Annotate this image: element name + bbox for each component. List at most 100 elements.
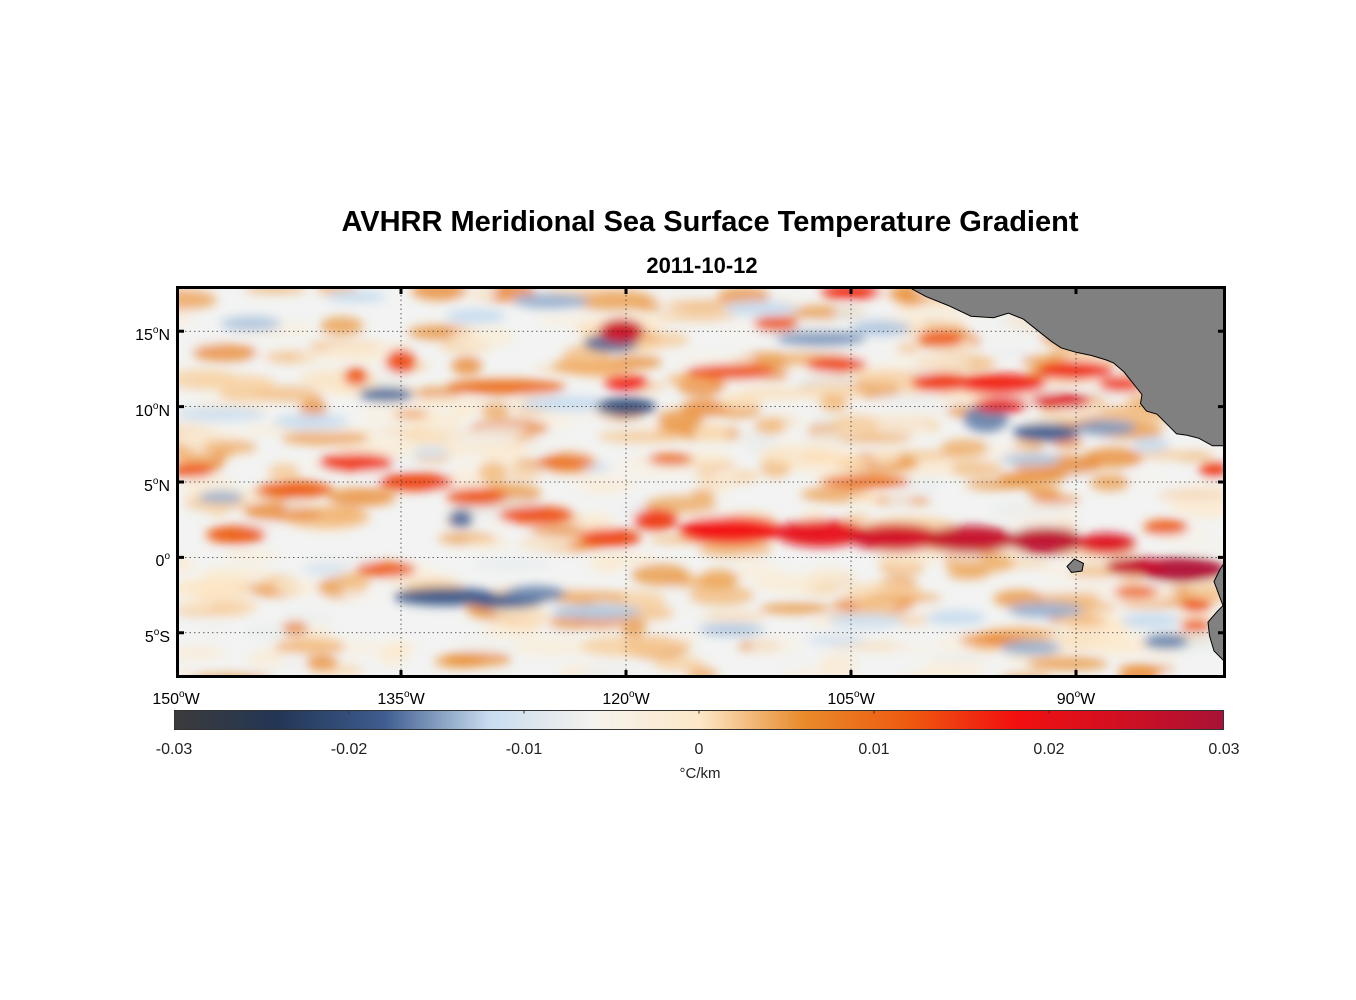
gradient-patch (828, 613, 904, 629)
gradient-patch (304, 626, 332, 638)
gradient-patch (445, 433, 521, 446)
gradient-patch (932, 652, 980, 663)
gradient-patch (723, 301, 799, 317)
gradient-patch (950, 459, 1003, 478)
gradient-patch (851, 524, 941, 552)
gradient-patch (413, 445, 449, 458)
gradient-patch (551, 604, 641, 620)
map-panel[interactable] (176, 286, 1226, 678)
gradient-patch (1128, 470, 1167, 487)
gradient-patch (991, 347, 1032, 359)
degree-symbol: o (153, 626, 160, 638)
gradient-patch (244, 381, 278, 391)
gradient-patch (1181, 619, 1211, 632)
gradient-patch (597, 430, 686, 444)
latitude-label-value: 0 (155, 553, 165, 571)
gradient-patch (521, 396, 611, 412)
gradient-patch (277, 636, 343, 653)
central-america-land (905, 286, 1226, 447)
longitude-label: 150oW (152, 686, 199, 709)
gradient-patch (678, 516, 784, 544)
gradient-patch (802, 385, 866, 400)
colorbar-frame (174, 710, 1224, 730)
gradient-patch (176, 307, 195, 327)
gradient-patch (721, 320, 761, 341)
gradient-patch (1031, 393, 1091, 409)
gradient-patch (223, 549, 278, 562)
gradient-patch (806, 634, 866, 647)
gradient-patch (644, 495, 718, 514)
gradient-patch (337, 571, 372, 591)
gradient-patch (199, 620, 231, 630)
gradient-patch (988, 500, 1069, 520)
latitude-label-value: 10 (135, 402, 153, 420)
gradient-patch (480, 402, 511, 419)
gradient-patch (926, 525, 1016, 553)
gradient-patch (1076, 420, 1136, 436)
latitude-label-value: 5 (144, 628, 154, 646)
gradient-patch (698, 623, 764, 636)
gradient-patch (392, 410, 429, 419)
gradient-patch (1042, 565, 1075, 576)
gradient-patch (320, 316, 364, 336)
latitude-label: 0o (156, 548, 170, 571)
gradient-patch (1113, 586, 1159, 599)
gradient-patch (819, 392, 848, 413)
longitude-label-value: 90 (1056, 691, 1075, 708)
gradient-patch (631, 564, 690, 586)
gradient-patch (700, 612, 767, 621)
gradient-patch (514, 538, 582, 548)
colorbar-tick-label: 0 (694, 741, 704, 758)
gradient-patch (612, 355, 663, 370)
longitude-label-value: 135 (377, 691, 405, 708)
figure-subtitle: 2011-10-12 (646, 253, 758, 278)
gradient-patch (1038, 361, 1114, 380)
gradient-patch (446, 379, 566, 395)
gradient-patch (656, 409, 704, 431)
gradient-patch (1076, 533, 1136, 555)
gradient-patch (834, 434, 913, 443)
gradient-patch (446, 488, 506, 507)
longitude-label: 90oW (1057, 686, 1095, 709)
gradient-patch (452, 408, 477, 418)
gradient-patch (648, 453, 694, 466)
land-mask (905, 286, 1226, 678)
gradient-patch (176, 557, 195, 572)
gradient-patch (736, 387, 814, 400)
degree-symbol: o (152, 400, 159, 412)
gradient-patch (202, 439, 258, 454)
gradient-patch (480, 442, 528, 464)
gradient-patch (267, 463, 300, 482)
gradient-patch (875, 546, 942, 567)
gradient-patch (670, 351, 755, 367)
gradient-patch (653, 656, 706, 672)
gradient-patch (176, 462, 214, 478)
gradient-patch (187, 595, 258, 617)
hemisphere-letter: W (859, 691, 875, 708)
gradient-patch (536, 456, 596, 469)
gradient-patch (882, 354, 920, 370)
gradient-patch (591, 554, 624, 574)
gradient-patch (386, 349, 416, 374)
gradient-patch (698, 541, 773, 557)
map-ticks (176, 286, 1226, 678)
gradient-patch (219, 568, 274, 580)
gradient-patch (192, 343, 258, 362)
gradient-patch (344, 367, 368, 386)
gradient-patch (579, 635, 668, 657)
gradient-patch (910, 472, 942, 494)
gradient-patch (1133, 436, 1169, 452)
gradient-patch (971, 329, 1050, 339)
gradient-patch (176, 601, 214, 611)
sst-gradient-map[interactable] (176, 286, 1226, 678)
gradient-patch (356, 561, 416, 577)
gradient-patch (620, 616, 647, 638)
gradient-patch (300, 397, 327, 419)
figure-title: AVHRR Meridional Sea Surface Temperature… (341, 206, 1079, 238)
gradient-patch (1106, 557, 1166, 576)
galapagos-islands (1066, 558, 1085, 574)
gradient-patch (498, 506, 574, 525)
gradient-patch (1172, 450, 1214, 462)
gradient-patch (809, 565, 850, 584)
colorbar-tick-label: -0.01 (505, 741, 543, 758)
